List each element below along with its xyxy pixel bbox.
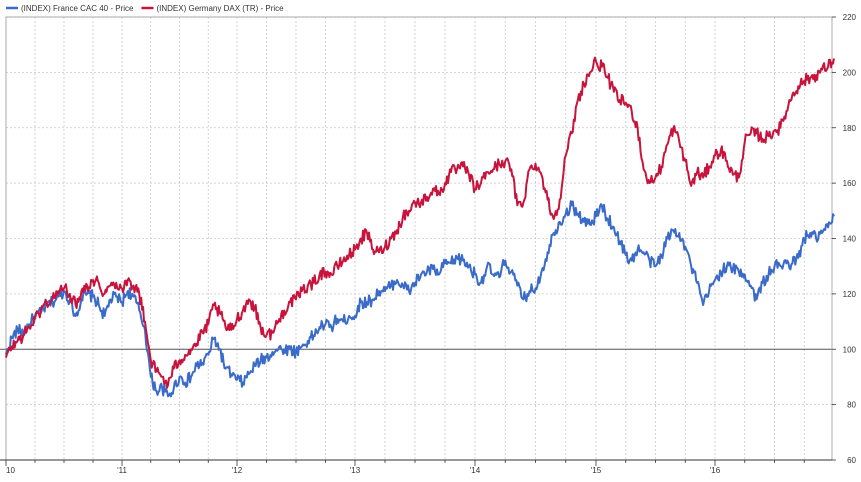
series-group (5, 56, 835, 398)
legend-label: (INDEX) Germany DAX (TR) - Price (156, 4, 284, 13)
y-tick-label: 80 (847, 401, 856, 410)
x-tick-label: 10 (6, 466, 15, 475)
grid-lines (5, 16, 832, 461)
legend-label: (INDEX) France CAC 40 - Price (21, 4, 134, 13)
y-tick-label: 120 (843, 290, 857, 299)
series-line-dax (5, 56, 835, 389)
y-tick-label: 60 (847, 456, 856, 465)
y-tick-label: 100 (843, 345, 857, 354)
legend: (INDEX) France CAC 40 - Price (INDEX) Ger… (6, 4, 284, 13)
y-tick-label: 180 (843, 124, 857, 133)
axes: 60 80 100 120 140 160 180 200 220 10 '11 '12 '13 '14 '… (0, 13, 857, 475)
y-tick-label: 220 (843, 13, 857, 22)
y-tick-label: 160 (843, 179, 857, 188)
x-tick-label: '16 (710, 466, 721, 475)
y-tick-label: 140 (843, 235, 857, 244)
x-tick-label: '13 (350, 466, 361, 475)
x-tick-label: '11 (117, 466, 127, 475)
x-tick-label: '14 (470, 466, 481, 475)
y-tick-label: 200 (843, 68, 857, 77)
series-line-cac40 (5, 200, 835, 398)
x-tick-label: '12 (232, 466, 243, 475)
x-tick-label: '15 (591, 466, 602, 475)
